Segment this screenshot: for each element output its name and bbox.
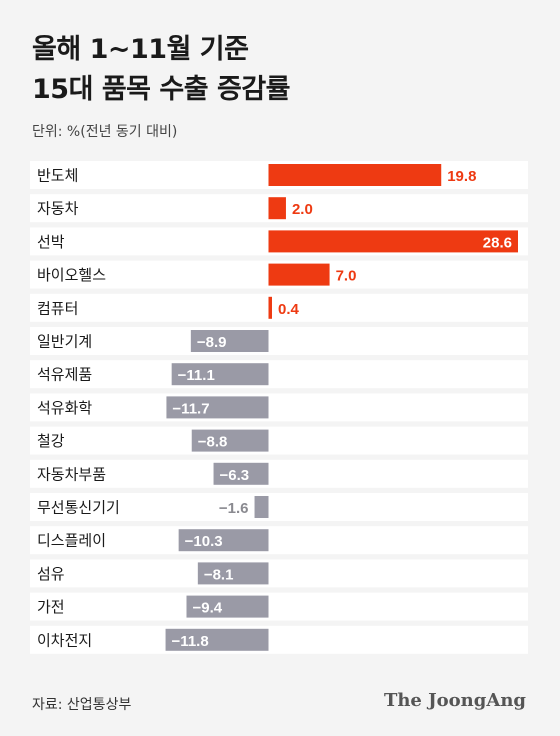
bar — [268, 263, 330, 286]
chart-row: 일반기계 −8.9 — [30, 327, 528, 355]
bar — [190, 330, 269, 352]
category-label: 선박 — [37, 233, 65, 251]
chart-row: 바이오헬스 7.0 — [30, 260, 528, 289]
category-label: 디스플레이 — [37, 532, 106, 550]
category-label: 가전 — [37, 598, 65, 616]
value-label: −8.8 — [198, 434, 228, 451]
chart-row: 철강 −8.8 — [30, 426, 528, 455]
value-label: 28.6 — [483, 234, 512, 251]
category-label: 반도체 — [37, 167, 78, 185]
bar — [186, 595, 269, 618]
bar — [268, 230, 518, 253]
chart-title-line1: 올해 1~11월 기준 — [32, 34, 249, 65]
bar — [191, 429, 269, 452]
row-background — [30, 360, 528, 389]
chart-row: 컴퓨터 0.4 — [30, 293, 528, 322]
category-label: 무선통신기기 — [37, 499, 120, 517]
value-label: 0.4 — [278, 301, 300, 318]
chart-row: 선박 28.6 — [30, 227, 528, 256]
value-label: −11.8 — [172, 633, 209, 650]
row-background — [30, 426, 528, 455]
chart-row: 반도체 19.8 — [30, 161, 528, 189]
chart-row: 석유화학 −11.7 — [30, 393, 528, 422]
chart-row: 석유제품 −11.1 — [30, 360, 528, 389]
row-background — [30, 625, 528, 654]
value-label: −1.6 — [219, 500, 249, 517]
chart-row: 디스플레이 −10.3 — [30, 526, 528, 555]
category-label: 자동차부품 — [37, 465, 106, 483]
value-label: 2.0 — [292, 201, 313, 218]
chart-row: 자동차부품 −6.3 — [30, 459, 528, 488]
chart-title-line2: 15대 품목 수출 증감률 — [32, 74, 291, 105]
source-note: 자료: 산업통상부 — [32, 697, 132, 713]
chart-row: 섬유 −8.1 — [30, 559, 528, 588]
chart-row: 무선통신기기 −1.6 — [30, 493, 528, 521]
bar — [197, 562, 269, 585]
bar — [171, 363, 269, 386]
value-label: −9.4 — [192, 600, 222, 617]
value-label: −6.3 — [220, 467, 250, 484]
row-background — [30, 459, 528, 488]
category-label: 섬유 — [37, 565, 65, 583]
category-label: 바이오헬스 — [37, 266, 106, 284]
row-background — [30, 559, 528, 588]
value-label: −8.9 — [197, 334, 227, 351]
row-background — [30, 592, 528, 621]
row-background — [30, 493, 528, 521]
bar — [268, 164, 442, 186]
category-label: 석유제품 — [37, 366, 92, 384]
bar — [165, 628, 269, 651]
value-label: 7.0 — [336, 268, 357, 285]
category-label: 철강 — [37, 432, 65, 450]
category-label: 자동차 — [37, 200, 79, 218]
category-label: 석유화학 — [37, 399, 92, 417]
value-label: −8.1 — [204, 566, 234, 583]
row-background — [30, 293, 528, 322]
bar — [166, 396, 269, 419]
unit-note: 단위: %(전년 동기 대비) — [32, 124, 178, 140]
bar — [213, 462, 269, 485]
bar — [268, 197, 286, 220]
value-label: −11.1 — [178, 367, 215, 384]
chart-row: 자동차 2.0 — [30, 194, 528, 223]
row-background — [30, 327, 528, 355]
category-label: 컴퓨터 — [37, 299, 78, 317]
bar — [268, 296, 272, 319]
row-background — [30, 393, 528, 422]
chart-row: 이차전지 −11.8 — [30, 625, 528, 654]
row-background — [30, 526, 528, 555]
value-label: 19.8 — [447, 168, 476, 185]
category-label: 이차전지 — [37, 631, 92, 649]
bar — [178, 529, 269, 552]
value-label: −10.3 — [185, 533, 223, 550]
chart-title: 올해 1~11월 기준 15대 품목 수출 증감률 — [32, 30, 291, 110]
chart-row: 가전 −9.4 — [30, 592, 528, 621]
value-label: −11.7 — [172, 400, 209, 417]
brand-logo: The JoongAng — [383, 690, 526, 711]
category-label: 일반기계 — [37, 333, 92, 351]
bar — [254, 496, 269, 518]
